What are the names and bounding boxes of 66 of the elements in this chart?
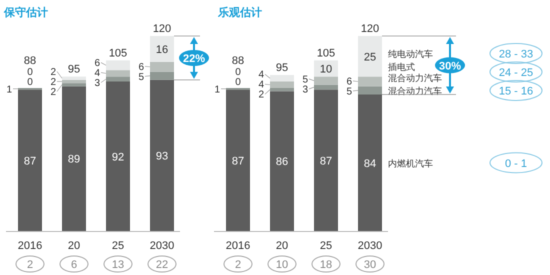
data-label: 2 xyxy=(50,87,56,98)
data-label: 0 xyxy=(27,67,34,78)
series-label: 内燃机汽车 xyxy=(388,158,433,168)
data-label: 1 xyxy=(214,84,220,96)
x-tick-label: 25 xyxy=(320,240,332,252)
text: 15 - 16 xyxy=(498,85,534,98)
text: 13 xyxy=(112,259,124,271)
data-label: 6 xyxy=(94,58,100,70)
chart-title: 保守估计 xyxy=(3,6,48,19)
total-label: 120 xyxy=(360,23,380,35)
data-label: 5 xyxy=(302,74,308,86)
text: 0 - 1 xyxy=(504,158,528,170)
text: 2 xyxy=(234,259,242,271)
data-label: 16 xyxy=(156,44,168,56)
text: 10 xyxy=(276,259,288,271)
x-tick-label: 2016 xyxy=(18,240,42,252)
data-label: 2 xyxy=(258,90,264,101)
data-label: 4 xyxy=(258,70,264,81)
text: 28 - 33 xyxy=(498,48,534,60)
data-label: 84 xyxy=(364,158,376,170)
chart-title: 乐观估计 xyxy=(217,6,262,19)
total-label: 120 xyxy=(152,23,172,35)
data-label: 87 xyxy=(232,155,244,168)
text: 22% xyxy=(182,52,206,65)
text: 24 - 25 xyxy=(498,66,534,79)
data-label: 93 xyxy=(156,150,168,162)
x-tick-label: 20 xyxy=(68,240,80,252)
text: 2 xyxy=(26,259,34,271)
data-label: 4 xyxy=(258,80,264,91)
total-label: 88 xyxy=(232,55,244,67)
x-tick-label: 20 xyxy=(276,240,288,252)
data-label: 92 xyxy=(112,151,124,164)
data-label: 10 xyxy=(320,64,332,76)
data-label: 4 xyxy=(94,68,100,80)
data-label: 25 xyxy=(364,51,376,64)
data-label: 5 xyxy=(138,72,144,83)
text: 30 xyxy=(364,259,376,271)
x-tick-label: 25 xyxy=(112,240,124,252)
data-label: 2 xyxy=(50,67,56,78)
text: 22 xyxy=(156,259,168,271)
data-label: 0 xyxy=(235,77,242,88)
total-label: 105 xyxy=(108,47,128,60)
total-label: 88 xyxy=(24,55,36,67)
data-label: 2 xyxy=(50,77,56,88)
data-label: 89 xyxy=(68,154,80,166)
data-label: 3 xyxy=(302,84,308,96)
total-label: 105 xyxy=(316,47,336,60)
data-label: 6 xyxy=(138,62,144,73)
series-label: 混合动力汽车 xyxy=(388,86,442,96)
data-label: 0 xyxy=(27,77,34,88)
data-label: 5 xyxy=(346,86,352,98)
text: 6 xyxy=(70,259,78,271)
data-label: 0 xyxy=(235,67,242,78)
x-tick-label: 2030 xyxy=(358,240,382,252)
series-label: 纯电动汽车 xyxy=(388,48,433,59)
data-label: 86 xyxy=(276,156,288,168)
x-tick-label: 2030 xyxy=(150,240,174,252)
text: 18 xyxy=(320,259,332,271)
total-label: 95 xyxy=(68,64,80,76)
data-label: 1 xyxy=(6,84,12,96)
data-label: 87 xyxy=(24,155,36,168)
total-label: 95 xyxy=(276,62,288,74)
data-label: 3 xyxy=(94,78,100,90)
x-tick-label: 2016 xyxy=(226,240,250,252)
data-label: 6 xyxy=(346,76,352,88)
data-label: 87 xyxy=(320,155,332,168)
